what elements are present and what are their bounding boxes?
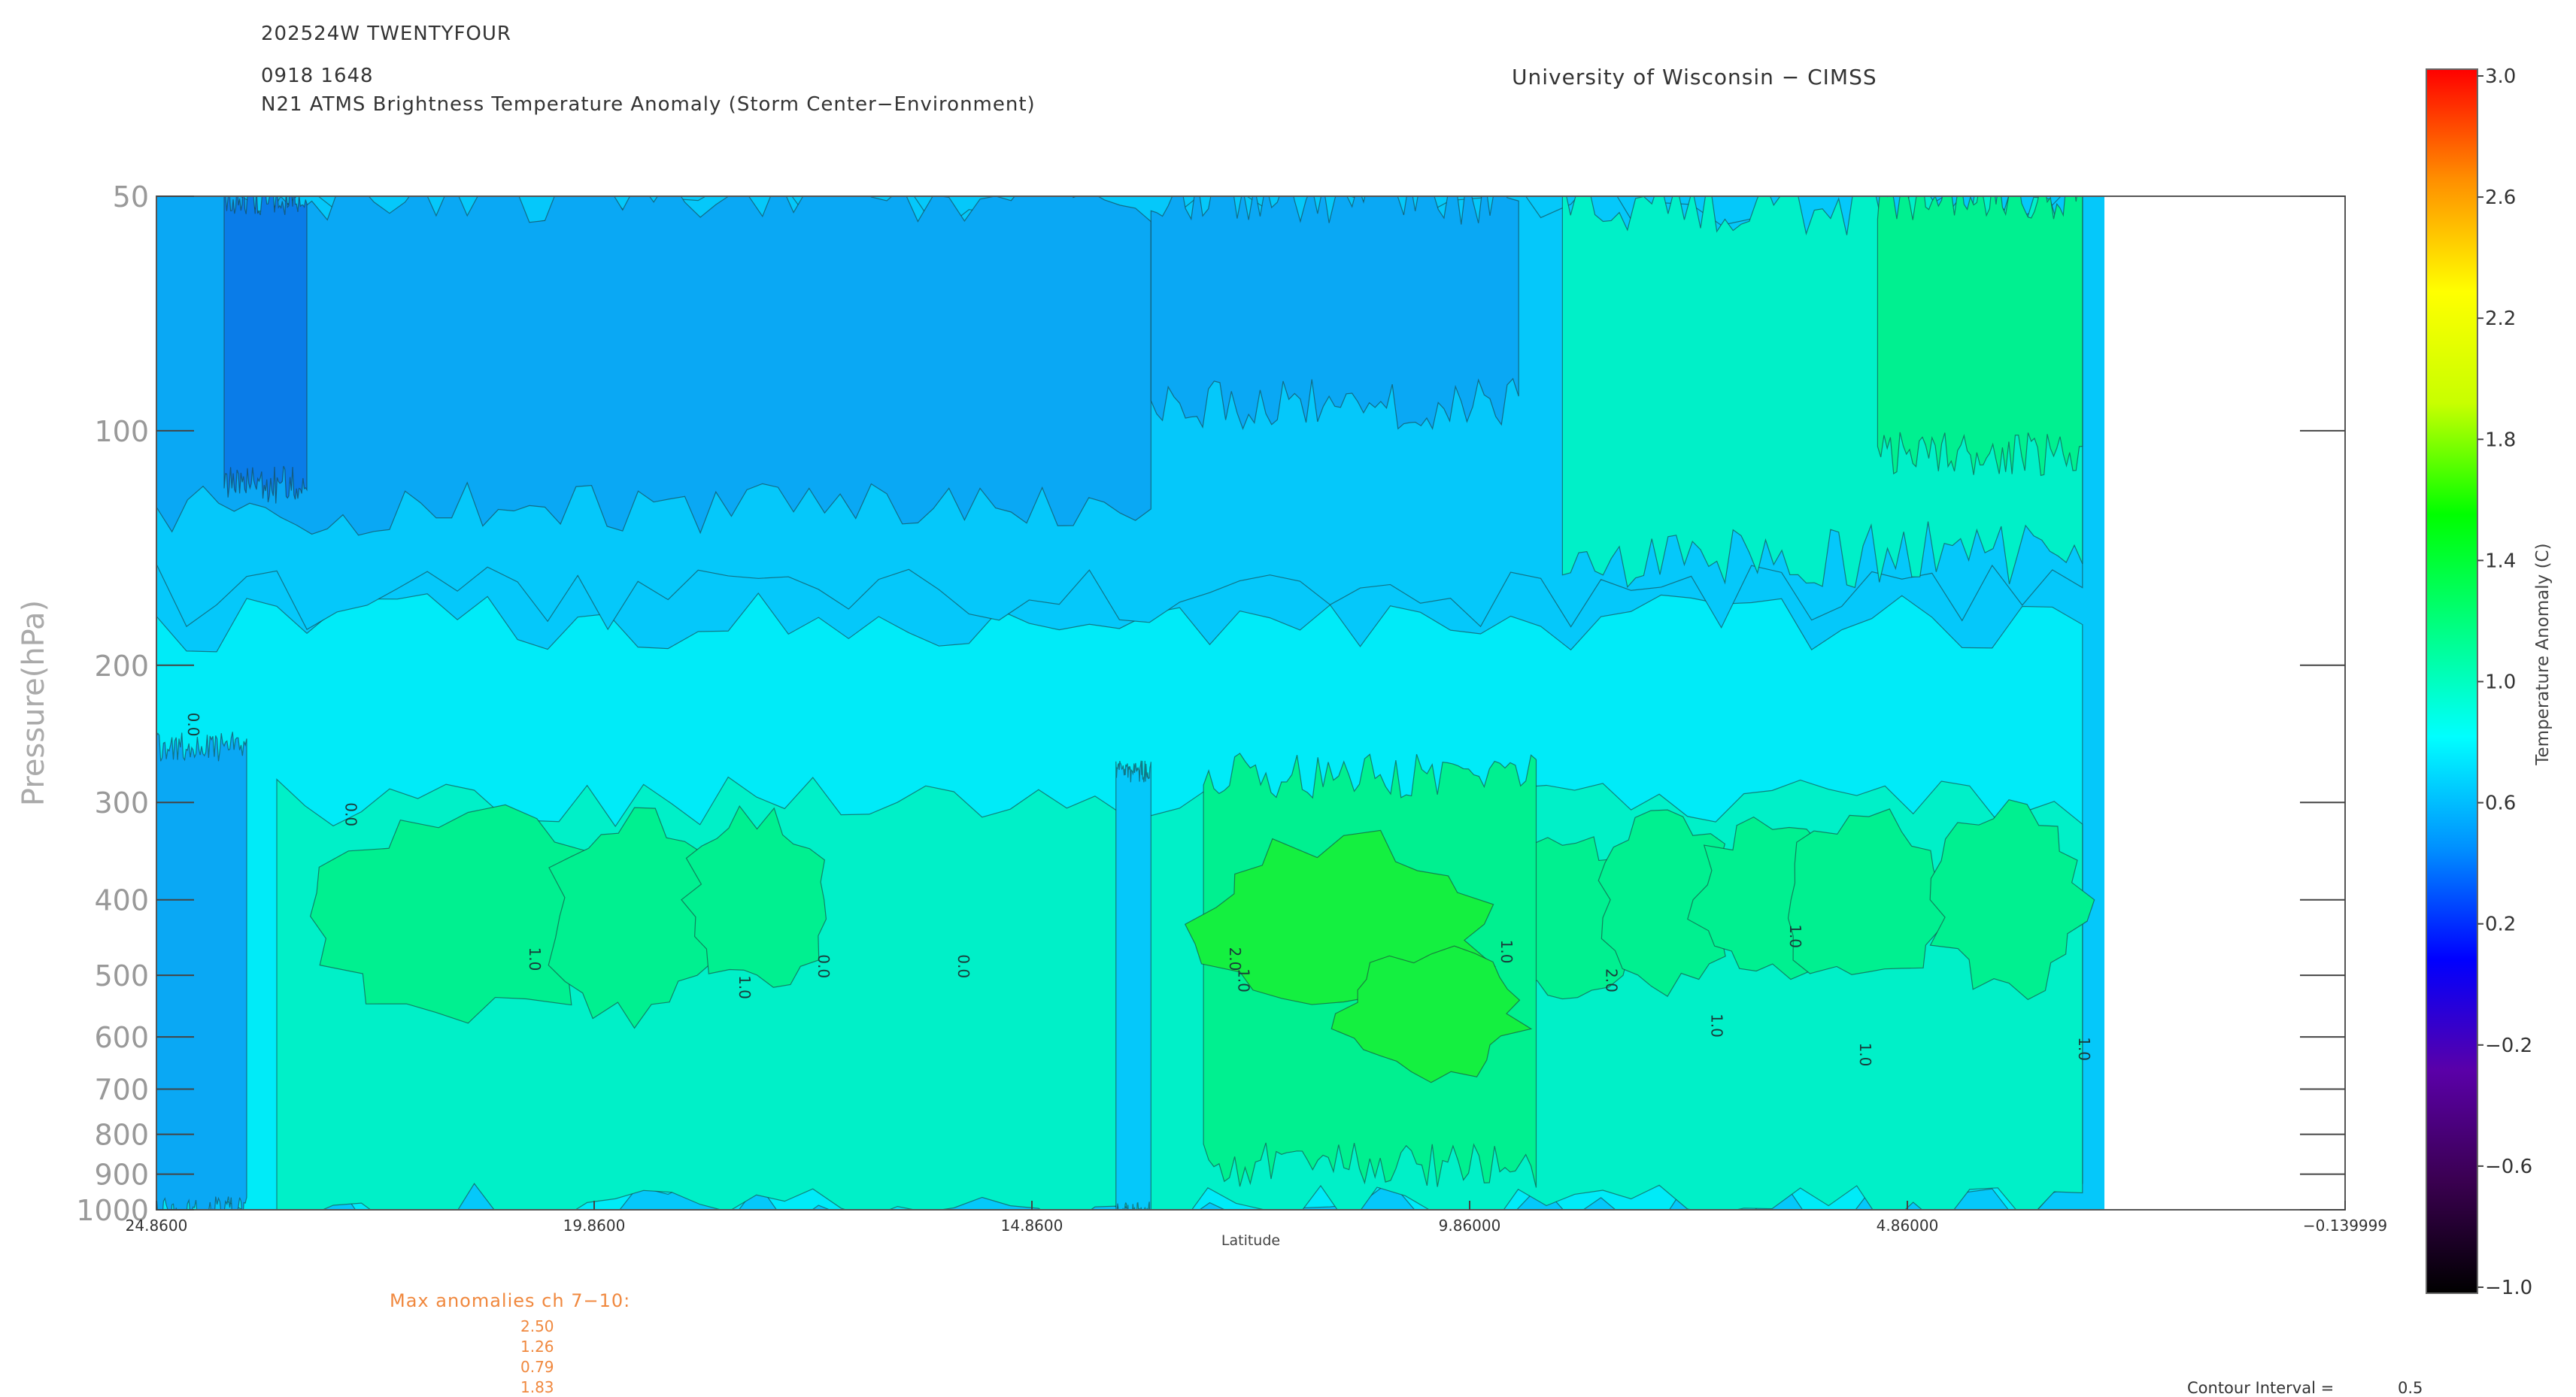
colorbar-label: Temperature Anomaly (C) — [2533, 543, 2553, 765]
colorbar-tick-label: 0.2 — [2485, 914, 2516, 936]
colorbar-tick-label: 2.6 — [2485, 186, 2516, 209]
y-tick-label: 700 — [94, 1074, 149, 1107]
anomaly-core — [1330, 945, 1533, 1083]
y-tick-label: 400 — [94, 884, 149, 917]
y-tick-label: 200 — [94, 650, 149, 683]
contour-label: 0.0 — [815, 954, 833, 978]
anomaly-layers: 0.00.00.0 0.0 2.01.01.02.01.01.01.01.01.01… — [156, 196, 2095, 1210]
colorbar-tick-label: 3.0 — [2485, 65, 2516, 88]
y-axis-label: Pressure(hPa) — [17, 600, 51, 806]
anomaly-band-upper — [1150, 196, 1519, 430]
y-tick-label: 500 — [94, 959, 149, 992]
contour-label: 1.0 — [1707, 1014, 1725, 1038]
contour-label: 0.0 — [341, 802, 360, 826]
contour-label: 1.0 — [1235, 968, 1253, 992]
warm-blob — [1929, 799, 2095, 1001]
y-tick-label: 800 — [94, 1119, 149, 1152]
max-anomalies-title: Max anomalies ch 7−10: — [390, 1290, 631, 1311]
product-title: N21 ATMS Brightness Temperature Anomaly … — [261, 93, 1036, 116]
anomaly-band-cloud-tops — [223, 196, 308, 504]
x-tick-label: 14.8600 — [1001, 1217, 1063, 1235]
max-anomaly-value: 2.50 — [520, 1317, 554, 1335]
contour-label: 1.0 — [526, 947, 544, 971]
y-tick-label: 900 — [94, 1159, 149, 1192]
x-tick-label: 24.8600 — [126, 1217, 188, 1235]
max-anomaly-value: 0.79 — [520, 1358, 554, 1376]
x-tick-label: 19.8600 — [563, 1217, 626, 1235]
contour-label: 2.0 — [1226, 947, 1244, 971]
warm-blob — [548, 807, 730, 1029]
datetime: 0918 1648 — [261, 65, 374, 87]
colorbar-gradient — [2426, 68, 2478, 1294]
contour-label: 1.0 — [1786, 924, 1804, 948]
x-tick-label: 4.86000 — [1877, 1217, 1939, 1235]
x-axis: 24.8600 19.8600 14.8600 9.86000 4.86000 −0.13… — [126, 1201, 2387, 1235]
colorbar-tick-label: 1.8 — [2485, 429, 2516, 451]
warm-blob — [1787, 808, 1963, 975]
x-tick-label: 9.86000 — [1439, 1217, 1501, 1235]
colorbar-tick-label: −0.6 — [2485, 1156, 2532, 1178]
institution: University of Wisconsin − CIMSS — [1512, 65, 1877, 89]
plot-area: 0.00.00.0 0.0 2.01.01.02.01.01.01.01.01.01… — [156, 196, 2104, 1210]
colorbar-tick-label: 1.0 — [2485, 671, 2516, 694]
contour-label: 2.0 — [1603, 968, 1621, 992]
x-tick-label: −0.139999 — [2303, 1217, 2387, 1235]
contour-label: 1.0 — [1497, 940, 1516, 964]
colorbar-ticks: 3.0 2.6 2.2 1.8 1.4 1.0 0.6 0.2 −0.2 −0.6 −1.0 — [2477, 65, 2532, 1299]
y-tick-label: 100 — [94, 415, 149, 448]
storm-id: 202524W TWENTYFOUR — [261, 23, 511, 45]
colorbar-tick-label: −0.2 — [2485, 1035, 2532, 1057]
x-axis-label: Latitude — [1221, 1232, 1280, 1249]
colorbar-tick-label: 1.4 — [2485, 550, 2516, 572]
contour-interval-label: Contour Interval = — [2187, 1379, 2335, 1397]
colorbar-tick-label: −1.0 — [2485, 1277, 2532, 1299]
contour-label: 0.0 — [184, 713, 202, 737]
y-tick-label: 300 — [94, 786, 149, 820]
max-anomaly-value: 1.83 — [520, 1378, 554, 1396]
anomaly-column-narrow — [1115, 760, 1151, 1210]
colorbar-tick-label: 2.2 — [2485, 308, 2516, 330]
anomaly-column-left — [156, 732, 247, 1210]
contour-label: 1.0 — [1856, 1043, 1874, 1067]
contour-label: 0.0 — [954, 954, 972, 978]
y-tick-label: 50 — [113, 180, 149, 214]
y-tick-label: 1000 — [76, 1194, 149, 1227]
anomaly-band-warmer-upper — [1877, 196, 2083, 477]
warm-blob — [681, 805, 827, 988]
y-tick-label: 600 — [94, 1021, 149, 1054]
contour-label: 1.0 — [2075, 1037, 2093, 1061]
warm-blob — [309, 804, 630, 1024]
colorbar: 3.0 2.6 2.2 1.8 1.4 1.0 0.6 0.2 −0.2 −0.6 −1.0 — [2426, 65, 2532, 1299]
contour-label: 1.0 — [736, 975, 754, 999]
plot-frame — [156, 195, 2346, 1211]
max-anomaly-value: 1.26 — [520, 1338, 554, 1356]
contour-interval-value: 0.5 — [2398, 1379, 2423, 1397]
colorbar-tick-label: 0.6 — [2485, 792, 2516, 815]
anomaly-band-upper — [156, 196, 1151, 536]
